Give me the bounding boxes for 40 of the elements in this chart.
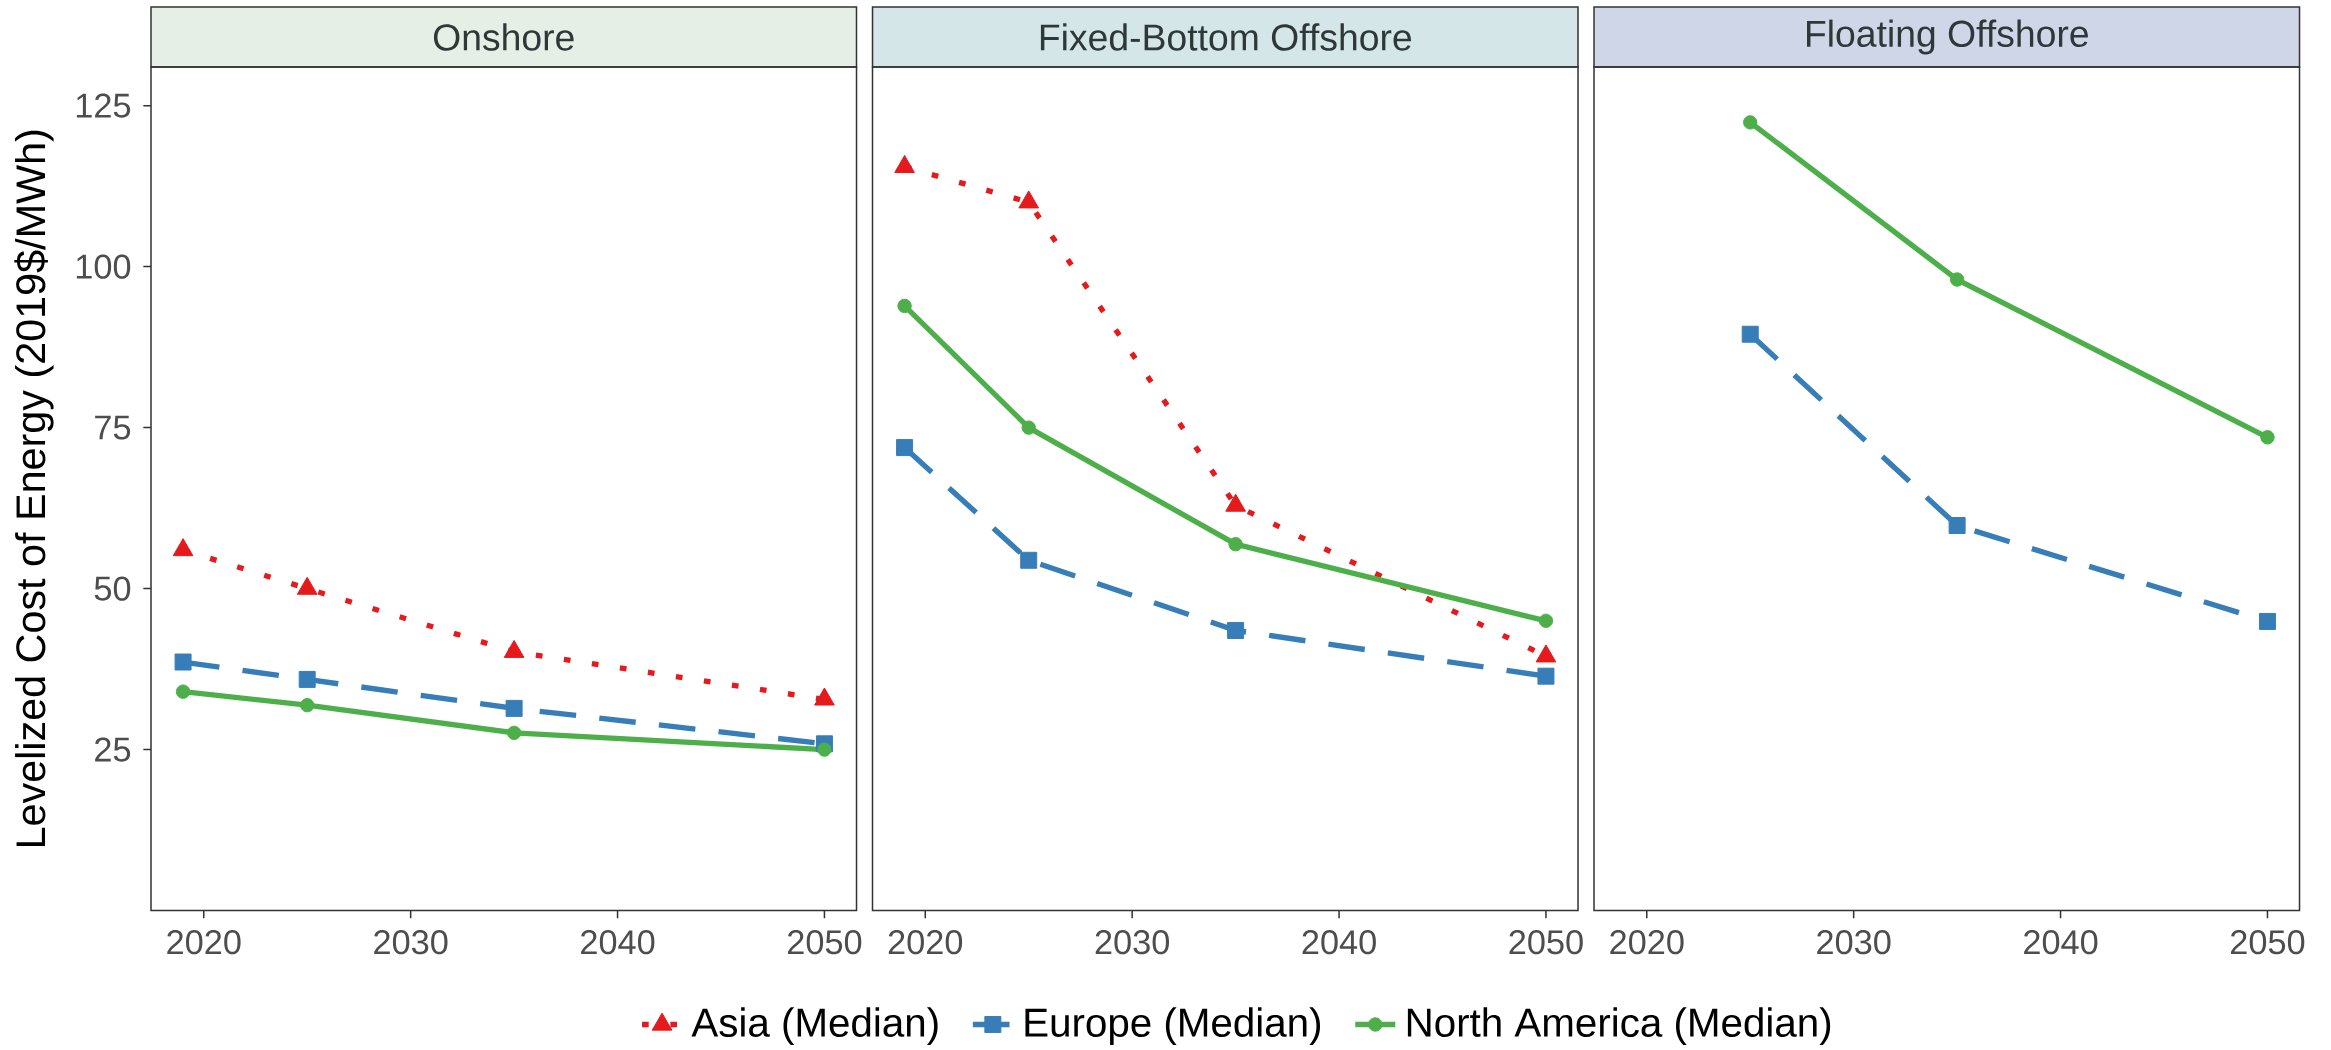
legend-label: North America (Median) bbox=[1407, 1007, 1831, 1045]
legend-label: Asia (Median) bbox=[691, 1007, 938, 1045]
point bbox=[1949, 272, 1965, 287]
x-tick-label: 2020 bbox=[167, 930, 241, 955]
x-tick-label: 2040 bbox=[581, 930, 655, 955]
point bbox=[1537, 667, 1555, 685]
x-tick-label: 2040 bbox=[2024, 930, 2098, 955]
y-tick-label: 100 bbox=[76, 254, 131, 279]
point bbox=[1021, 420, 1036, 435]
point bbox=[896, 439, 914, 457]
point bbox=[2260, 430, 2275, 445]
y-tick-label: 50 bbox=[94, 576, 131, 601]
y-tick-label: 125 bbox=[76, 93, 131, 118]
x-tick-label: 2050 bbox=[2230, 930, 2305, 955]
point bbox=[1020, 551, 1038, 569]
y-axis-title: Levelized Cost of Energy (2019$/MWh) bbox=[14, 130, 54, 847]
point bbox=[897, 298, 912, 314]
point bbox=[1018, 190, 1040, 209]
point bbox=[894, 154, 915, 173]
x-tick-label: 2050 bbox=[1509, 930, 1583, 955]
x-tick-label: 2020 bbox=[888, 930, 963, 955]
x-tick-label: 2020 bbox=[1610, 930, 1684, 955]
x-tick-label: 2030 bbox=[1817, 930, 1891, 955]
chart-title: Fixed-Bottom Offshore bbox=[1040, 23, 1412, 51]
point bbox=[1741, 325, 1759, 343]
x-tick-label: 2030 bbox=[374, 930, 448, 955]
point bbox=[1538, 613, 1554, 628]
point bbox=[1228, 537, 1243, 552]
x-tick-label: 2050 bbox=[787, 930, 862, 955]
chart-title: Onshore bbox=[433, 23, 574, 51]
point bbox=[2258, 612, 2276, 630]
point bbox=[1948, 517, 1966, 534]
legend-label: Europe (Median) bbox=[1025, 1007, 1320, 1045]
y-tick-label: 25 bbox=[95, 737, 131, 762]
point bbox=[1743, 115, 1758, 130]
y-tick-label: 75 bbox=[95, 415, 131, 440]
x-tick-label: 2040 bbox=[1302, 930, 1376, 955]
chart-title: Floating Offshore bbox=[1807, 19, 2088, 55]
x-tick-label: 2030 bbox=[1095, 930, 1170, 955]
point bbox=[1227, 621, 1245, 639]
